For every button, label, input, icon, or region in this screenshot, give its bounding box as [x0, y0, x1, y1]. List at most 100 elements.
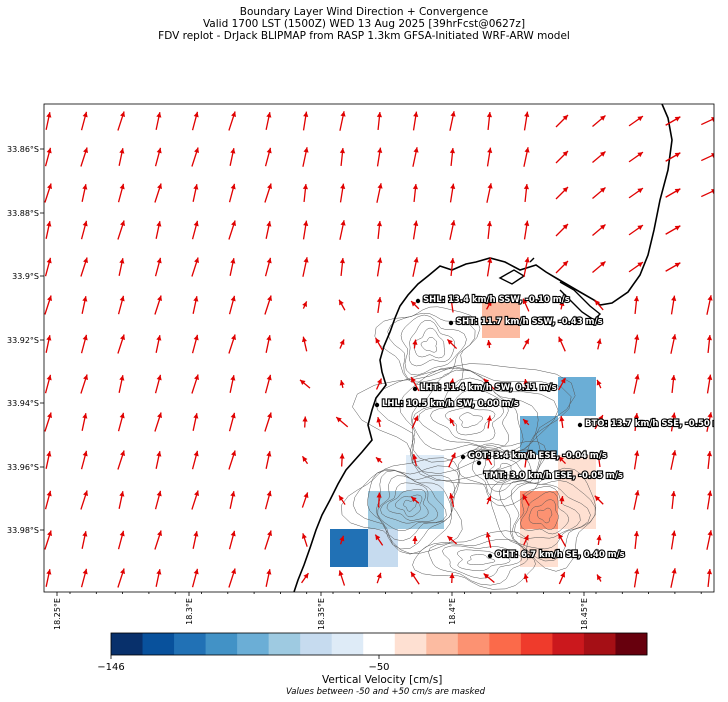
wind-arrow [339, 111, 346, 131]
wind-arrow [558, 456, 566, 464]
wind-arrow [81, 413, 88, 431]
wind-arrow [670, 334, 677, 354]
wind-arrow [44, 412, 53, 432]
wind-arrow [339, 220, 346, 240]
wind-arrow [523, 257, 530, 277]
wind-arrow [45, 335, 52, 353]
wind-arrow [191, 111, 199, 131]
wind-arrow [485, 532, 492, 548]
wind-arrow [155, 335, 162, 353]
wind-arrow [301, 336, 308, 352]
wind-arrow [410, 376, 420, 392]
wind-arrow [302, 220, 309, 240]
wind-arrow [154, 147, 162, 167]
wind-arrow [229, 148, 236, 166]
wind-arrow [670, 530, 677, 550]
wind-arrow [376, 492, 382, 508]
colorbar-swatch [489, 633, 522, 655]
lat-tick-label: 33.88°S [7, 209, 39, 218]
wind-arrow [376, 111, 383, 131]
wind-arrow [706, 450, 713, 470]
wind-arrow [633, 490, 640, 510]
station-label: LHT: 11.4 km/h SW, 0.11 m/s [420, 383, 557, 393]
wind-arrow [522, 418, 530, 426]
wind-arrow [191, 568, 199, 588]
wind-arrow [628, 151, 644, 163]
wind-arrow [192, 184, 199, 202]
wind-arrow [154, 530, 163, 550]
wind-arrow [45, 451, 52, 469]
wind-arrow [191, 257, 200, 277]
wind-arrow [375, 456, 383, 464]
wind-arrow [45, 221, 52, 239]
colorbar-swatch [583, 633, 616, 655]
wind-arrow [559, 415, 565, 429]
wind-arrow [80, 147, 89, 167]
wind-arrow [412, 339, 418, 349]
wind-arrow [228, 220, 237, 240]
wind-arrow [522, 338, 530, 350]
wind-arrow [523, 147, 530, 167]
colorbar-swatch [552, 633, 585, 655]
wind-arrow [633, 334, 640, 354]
wind-arrow [154, 490, 162, 510]
wind-arrow [192, 413, 199, 431]
wind-arrow [44, 147, 52, 167]
wind-arrow [592, 115, 606, 127]
wind-arrow [596, 379, 602, 389]
wind-arrow [449, 572, 455, 584]
wind-arrow [117, 334, 126, 354]
wind-arrow [374, 534, 384, 546]
wind-arrow [265, 451, 272, 469]
colorbar-frame [110, 632, 648, 656]
wind-arrow [596, 452, 602, 468]
wind-arrow [701, 189, 714, 198]
wind-arrow [117, 568, 126, 588]
wind-arrow [596, 574, 602, 582]
wind-arrow [628, 261, 644, 273]
wind-arrow [412, 454, 418, 466]
title-line-2: Valid 1700 LST (1500Z) WED 13 Aug 2025 [… [202, 18, 526, 30]
wind-arrow [670, 295, 677, 315]
wind-arrow [670, 374, 677, 394]
wind-arrow [302, 257, 309, 277]
wind-arrow [449, 493, 455, 507]
lat-tick-label: 33.96°S [7, 463, 39, 472]
wind-arrow [80, 374, 89, 394]
colorbar-swatch [394, 633, 427, 655]
wind-arrow [339, 339, 345, 349]
station-marker [412, 386, 418, 392]
wind-arrow [154, 257, 162, 277]
wind-arrow [301, 572, 309, 584]
wind-arrow [265, 335, 272, 353]
lat-tick-label: 33.92°S [7, 336, 39, 345]
wind-arrow [706, 490, 713, 510]
station-marker [577, 422, 583, 428]
wind-arrow [264, 530, 273, 550]
wind-arrow [596, 534, 602, 546]
wind-arrow [411, 415, 419, 429]
vv-cell [330, 529, 368, 567]
wind-arrow [228, 295, 236, 315]
map-frame [43, 103, 715, 593]
station-marker [487, 553, 493, 559]
colorbar-swatch [363, 633, 396, 655]
wind-arrow [410, 571, 420, 585]
wind-arrow [117, 220, 126, 240]
wind-arrow [302, 183, 309, 203]
wind-arrow [412, 111, 419, 131]
wind-arrow [596, 338, 602, 350]
wind-arrow [339, 379, 345, 389]
wind-arrow [264, 412, 273, 432]
wind-arrow [449, 378, 455, 390]
wind-arrow [45, 569, 52, 587]
wind-arrow [412, 183, 419, 203]
wind-arrow [486, 339, 492, 349]
wind-arrow [118, 258, 125, 276]
wind-arrow [594, 414, 604, 430]
title-line-1: Boundary Layer Wind Direction + Converge… [239, 6, 489, 18]
wind-arrow [264, 183, 273, 203]
wind-arrow [592, 151, 606, 163]
wind-arrow [191, 374, 200, 394]
